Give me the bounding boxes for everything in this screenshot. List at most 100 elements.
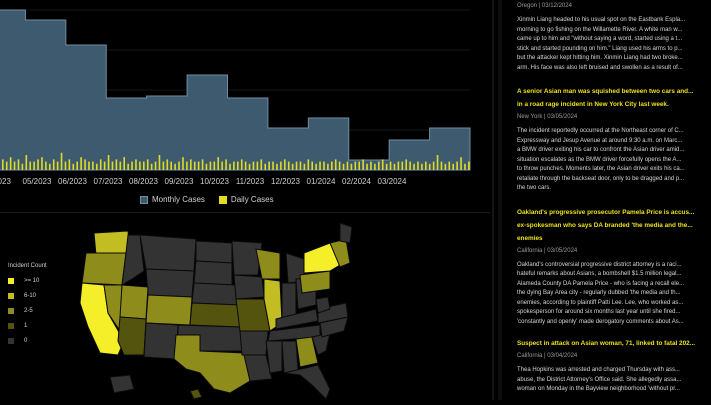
daily-cases-bar [186, 161, 188, 170]
x-tick-label: 10/2023 [200, 177, 229, 186]
article-body-line: enemies, according to plaintiff Patti Le… [517, 299, 684, 306]
state-la[interactable] [243, 354, 273, 382]
state-fl[interactable] [283, 364, 331, 400]
state-tx[interactable] [173, 334, 251, 394]
article-title[interactable]: ex-spokesman who says DA branded 'the me… [517, 221, 693, 229]
daily-cases-bar [146, 159, 149, 170]
daily-cases-bar [41, 157, 43, 170]
article-title[interactable]: Suspect in attack on Asian woman, 71, li… [517, 340, 696, 347]
daily-cases-bar [393, 163, 396, 170]
news-article[interactable]: A senior Asian man was squished between … [510, 87, 711, 194]
x-tick-label: 09/2023 [165, 177, 194, 186]
map-legend-label: 6-10 [24, 292, 37, 299]
daily-cases-bar [378, 161, 380, 170]
daily-cases-bar [354, 161, 357, 170]
state-ms[interactable] [265, 340, 283, 374]
state-az[interactable] [117, 316, 147, 356]
daily-cases-bar [381, 159, 384, 170]
daily-cases-bar [9, 157, 12, 170]
state-mn[interactable] [231, 240, 263, 276]
daily-cases-bar [338, 161, 341, 170]
state-ia[interactable] [233, 274, 265, 300]
news-article[interactable]: Suspect in attack on Asian woman, 71, li… [510, 339, 711, 395]
article-title[interactable]: Oakland's progressive prosecutor Pamela … [517, 208, 695, 216]
legend-item-monthly[interactable]: Monthly Cases [140, 195, 205, 204]
state-in[interactable] [281, 282, 297, 320]
state-ny[interactable] [303, 242, 341, 274]
daily-cases-bar [131, 161, 133, 170]
state-or[interactable] [81, 252, 127, 286]
legend-swatch-daily [218, 195, 227, 204]
x-tick-label: 02/2024 [342, 177, 371, 186]
state-al[interactable] [281, 340, 299, 374]
daily-cases-bar [201, 159, 204, 170]
daily-cases-bar [52, 159, 55, 170]
daily-cases-bar [272, 161, 274, 170]
daily-cases-bar [99, 159, 102, 170]
map-legend-row: >= 10 [8, 273, 47, 288]
article-meta: Oregon | 03/12/2024 [517, 3, 572, 9]
daily-cases-bar [37, 159, 39, 170]
daily-cases-bar [68, 159, 71, 170]
state-nm[interactable] [143, 322, 179, 360]
state-sd[interactable] [193, 260, 233, 286]
daily-cases-bar [158, 155, 161, 170]
daily-cases-bar [370, 161, 372, 170]
daily-cases-bar [170, 161, 173, 170]
state-ks[interactable] [189, 302, 241, 328]
article-body-line: The incident reportedly occurred at the … [517, 128, 684, 134]
daily-cases-bar [213, 161, 216, 170]
daily-cases-bar [33, 161, 35, 170]
daily-cases-bar [256, 161, 259, 170]
state-co[interactable] [145, 294, 193, 326]
state-me[interactable] [339, 222, 353, 244]
article-body-line: morning to go fishing on the Willamette … [517, 26, 683, 33]
daily-cases-bar [468, 161, 470, 170]
state-ne[interactable] [191, 282, 239, 306]
news-article[interactable]: Oakland's progressive prosecutor Pamela … [510, 208, 711, 328]
daily-cases-bar [366, 163, 368, 170]
state-pa[interactable] [299, 270, 331, 294]
monthly-cases-bar [228, 98, 268, 170]
state-wv[interactable] [315, 296, 331, 314]
daily-cases-bar [284, 159, 286, 170]
daily-cases-bar [115, 159, 118, 170]
state-nd[interactable] [195, 240, 233, 264]
daily-cases-bar [252, 161, 255, 170]
article-body-line: hateful remarks about Asians, a bombshel… [517, 271, 682, 277]
map-legend-row: 6-10 [8, 288, 47, 303]
daily-cases-bar [143, 161, 145, 170]
daily-cases-bar [80, 157, 82, 170]
state-ut[interactable] [119, 284, 149, 320]
feed-scrollbar[interactable] [498, 0, 502, 400]
article-body-line: spokesperson for around six months last … [517, 309, 681, 315]
daily-cases-bar [178, 161, 180, 170]
daily-cases-bar [389, 161, 392, 170]
article-meta: New York | 03/05/2024 [517, 114, 578, 120]
legend-label-monthly: Monthly Cases [152, 195, 205, 204]
state-wy[interactable] [145, 268, 195, 298]
daily-cases-bar [229, 163, 231, 170]
state-hi[interactable] [189, 388, 203, 400]
state-ak[interactable] [109, 374, 135, 394]
article-body-line: to throw punches. Moments later, the Asi… [517, 166, 685, 172]
state-wa[interactable] [93, 230, 131, 256]
article-title[interactable]: in a road rage incident in New York City… [517, 101, 669, 108]
legend-item-daily[interactable]: Daily Cases [218, 195, 274, 204]
article-body-line: but the attacker kept hitting him. Xinmi… [517, 55, 683, 61]
map-legend-label: 2-5 [24, 307, 33, 314]
article-title[interactable]: A senior Asian man was squished between … [517, 88, 694, 95]
news-article[interactable]: Oregon | 03/12/2024 Xinmin Liang headed … [510, 2, 711, 73]
daily-cases-bar [162, 161, 165, 170]
state-ar[interactable] [239, 330, 269, 356]
map-legend-swatch [8, 277, 14, 284]
monthly-cases-bar [147, 96, 187, 170]
state-mt[interactable] [139, 234, 197, 272]
monthly-cases-bar [187, 75, 227, 170]
state-ga[interactable] [295, 336, 319, 368]
daily-cases-bar [444, 163, 447, 170]
state-wi[interactable] [255, 248, 281, 280]
article-title[interactable]: enemies [517, 234, 543, 242]
daily-cases-bar [327, 163, 329, 170]
daily-cases-bar [428, 163, 431, 170]
